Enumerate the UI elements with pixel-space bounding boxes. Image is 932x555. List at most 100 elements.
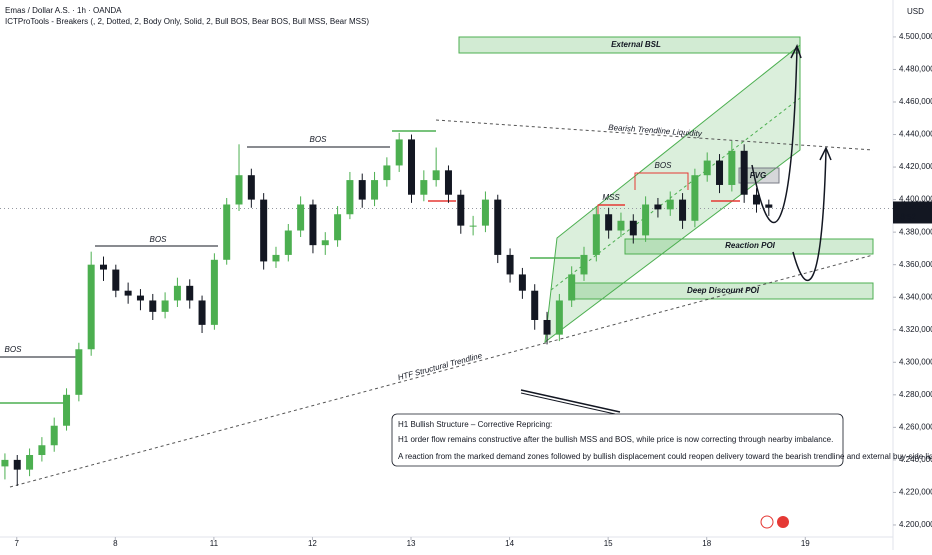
candle-body [284, 230, 292, 255]
candle-body [346, 180, 354, 215]
candle-body [13, 459, 21, 470]
candle-body [555, 300, 563, 335]
candle-body [247, 175, 255, 200]
arrow-head [790, 44, 802, 59]
annotation: MSS [602, 193, 620, 202]
candle-body [506, 254, 514, 275]
x-tick-label: 18 [702, 539, 711, 548]
channel-mid [550, 97, 801, 291]
candle-body [543, 319, 551, 335]
candle-body [666, 199, 674, 210]
annotation: BOS [5, 345, 23, 354]
candle-body [136, 295, 144, 301]
annotation: FVG [750, 171, 766, 180]
candle-body [629, 220, 637, 236]
icon [777, 516, 789, 528]
candle-body [531, 290, 539, 320]
candle-body [691, 175, 699, 221]
bearish-trendline [435, 119, 874, 151]
candle-body [38, 445, 46, 456]
candle-body [235, 175, 243, 205]
arrow-head [819, 146, 832, 161]
y-tick-label: 4.420,000 [899, 162, 932, 171]
x-tick-label: 19 [801, 539, 810, 548]
x-tick-label: 12 [308, 539, 317, 548]
icon [760, 515, 774, 529]
y-tick-label: 4.340,000 [899, 292, 932, 301]
candle-body [642, 204, 650, 236]
candle-body [334, 214, 342, 241]
candle-body [272, 254, 280, 262]
candle-body [728, 150, 736, 185]
candle-body [124, 290, 132, 296]
projection-arrow [792, 149, 827, 281]
candle-body [26, 455, 34, 470]
candle-body [420, 180, 428, 195]
candle-body [395, 139, 403, 166]
candle-body [444, 170, 452, 195]
y-tick-label: 4.400,000 [899, 195, 932, 204]
y-tick-label: 4.440,000 [899, 130, 932, 139]
candle-body [481, 199, 489, 226]
note-box [391, 413, 844, 467]
candle-body [321, 240, 329, 246]
x-tick-label: 14 [505, 539, 514, 548]
candle-body [469, 225, 477, 227]
zone [458, 36, 801, 54]
y-tick-label: 4.500,000 [899, 32, 932, 41]
candle-body [679, 199, 687, 221]
candle-body [161, 300, 169, 312]
candle-body [580, 254, 588, 275]
candle-body [297, 204, 305, 231]
candle-body [63, 394, 71, 426]
annotation: Reaction POI [725, 241, 776, 250]
price-label: 4.394,550 [896, 203, 932, 212]
x-tick-label: 13 [407, 539, 416, 548]
y-tick-label: 4.260,000 [899, 422, 932, 431]
y-tick-label: 4.360,000 [899, 260, 932, 269]
candle-body [75, 349, 83, 395]
candle-body [703, 160, 711, 176]
mss-bracket [597, 204, 625, 215]
y-tick-label: 4.320,000 [899, 325, 932, 334]
price-label-box [893, 201, 932, 224]
candle-body [149, 300, 157, 312]
x-tick-label: 7 [15, 539, 20, 548]
annotation: BOS [655, 161, 673, 170]
candle-body [617, 220, 625, 231]
candle-body [605, 214, 613, 231]
zone [738, 167, 780, 184]
candle-body [112, 269, 120, 291]
y-tick-label: 4.240,000 [899, 455, 932, 464]
currency-label: USD [907, 7, 924, 16]
y-tick-label: 4.200,000 [899, 520, 932, 529]
candle-body [592, 214, 600, 255]
candle-body [198, 300, 206, 325]
leader-line [520, 392, 616, 415]
zone [624, 238, 874, 255]
bos-bracket [634, 172, 689, 190]
y-tick-label: 4.480,000 [899, 65, 932, 74]
candle-body [752, 194, 760, 205]
candle-body [432, 170, 440, 181]
candle-body [568, 274, 576, 301]
leader-line [520, 389, 621, 413]
x-tick-label: 11 [210, 539, 219, 548]
candle-body [358, 180, 366, 200]
candle-body [173, 285, 181, 301]
channel [544, 43, 801, 344]
candle-body [740, 150, 748, 195]
candle-body [765, 204, 773, 208]
note-line: H1 order flow remains constructive after… [398, 435, 833, 444]
candle-body [99, 264, 107, 270]
candle-body [260, 199, 268, 262]
candle-body [210, 259, 218, 325]
candle-body [1, 459, 9, 467]
note-line: A reaction from the marked demand zones … [398, 452, 932, 461]
candle-body [716, 160, 724, 185]
candle-body [50, 425, 58, 446]
candle-body [223, 204, 231, 260]
annotation: BOS [310, 135, 328, 144]
